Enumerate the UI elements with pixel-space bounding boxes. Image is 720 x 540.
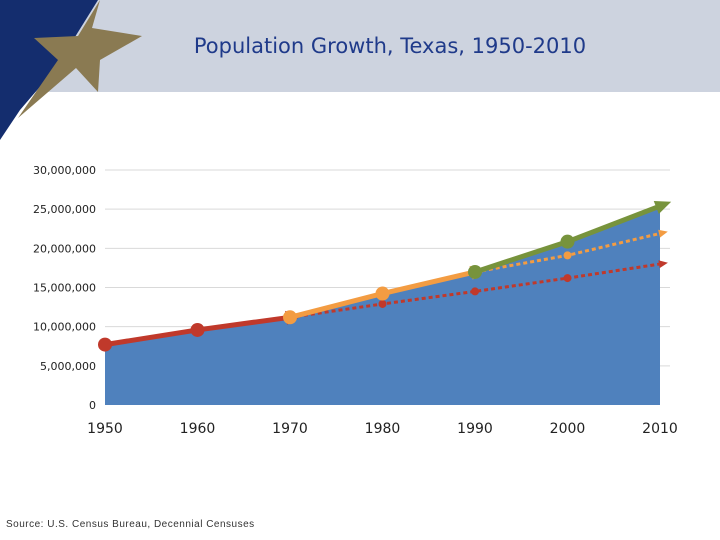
data-point <box>563 274 572 283</box>
x-tick-label: 1990 <box>457 421 493 437</box>
population-chart: 0 5,000,000 10,000,000 15,000,000 20,000,000… <box>33 164 678 437</box>
y-tick-label: 0 <box>89 399 96 412</box>
star-icon <box>0 0 142 140</box>
y-tick-label: 30,000,000 <box>33 164 96 177</box>
x-tick-label: 2000 <box>550 421 586 437</box>
data-point <box>563 251 572 260</box>
data-point <box>471 287 479 296</box>
data-point <box>98 337 112 352</box>
data-point <box>283 310 297 325</box>
x-tick-label: 1980 <box>365 421 401 437</box>
source-note: Source: U.S. Census Bureau, Decennial Ce… <box>6 519 255 530</box>
y-tick-label: 20,000,000 <box>33 242 96 255</box>
arrowhead <box>658 229 668 238</box>
data-point <box>468 264 482 279</box>
data-point <box>378 299 387 308</box>
projection-line <box>289 262 661 319</box>
x-axis-ticks: 1950 1960 1970 1980 1990 2000 2010 <box>87 421 678 437</box>
arrowhead <box>658 260 668 269</box>
x-tick-label: 2010 <box>642 421 678 437</box>
chart-lines-layer <box>98 200 672 352</box>
y-tick-label: 5,000,000 <box>40 360 96 373</box>
x-tick-label: 1950 <box>87 421 123 437</box>
arrowhead <box>653 200 672 215</box>
y-tick-label: 25,000,000 <box>33 203 96 216</box>
page-title: Population Growth, Texas, 1950-2010 <box>193 34 587 58</box>
data-point <box>190 322 205 337</box>
y-tick-label: 15,000,000 <box>33 282 96 295</box>
data-point <box>560 234 575 249</box>
y-axis-ticks: 0 5,000,000 10,000,000 15,000,000 20,000,000… <box>33 164 96 412</box>
x-tick-label: 1970 <box>272 421 308 437</box>
y-tick-label: 10,000,000 <box>33 321 96 334</box>
data-point <box>375 286 390 301</box>
x-tick-label: 1960 <box>180 421 216 437</box>
